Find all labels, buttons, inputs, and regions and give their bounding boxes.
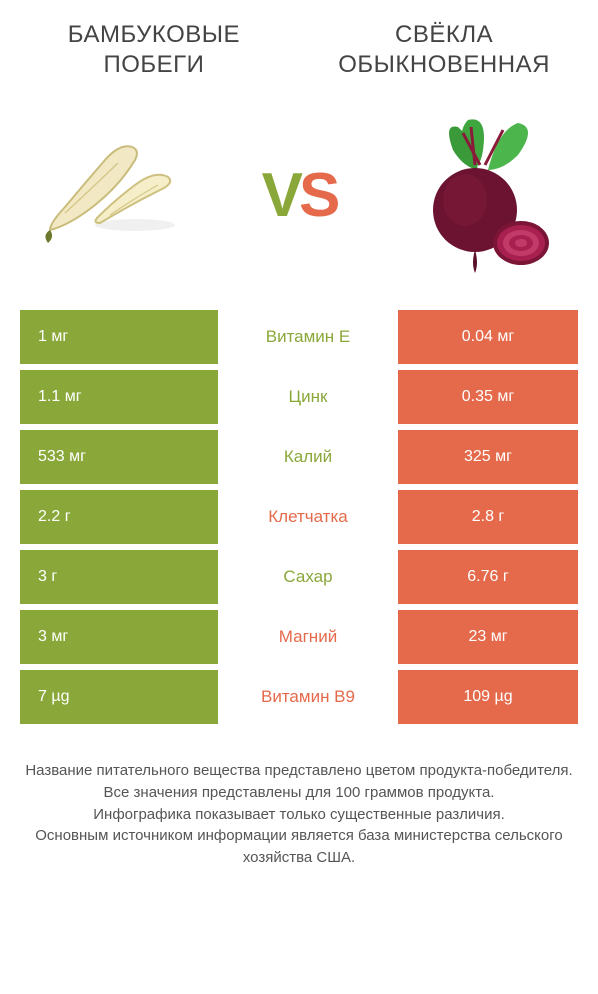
left-value-cell: 2.2 г — [20, 490, 218, 544]
footnote: Название питательного вещества представл… — [0, 730, 598, 869]
right-value-cell: 23 мг — [398, 610, 578, 664]
vs-label: VS — [262, 160, 337, 231]
left-value-cell: 533 мг — [20, 430, 218, 484]
right-value-cell: 6.76 г — [398, 550, 578, 604]
footnote-line: Все значения представлены для 100 граммо… — [20, 782, 578, 804]
bamboo-shoot-icon — [30, 110, 200, 280]
table-row: 1.1 мгЦинк0.35 мг — [20, 370, 578, 424]
nutrient-label-cell: Цинк — [218, 370, 398, 424]
vs-v-letter: V — [262, 160, 299, 231]
left-value-cell: 1 мг — [20, 310, 218, 364]
footnote-line: Название питательного вещества представл… — [20, 760, 578, 782]
left-value-cell: 3 г — [20, 550, 218, 604]
nutrient-label-cell: Витамин B9 — [218, 670, 398, 724]
header: БАМБУКОВЫЕ ПОБЕГИ СВЁКЛА ОБЫКНОВЕННАЯ — [0, 0, 598, 90]
right-value-cell: 109 µg — [398, 670, 578, 724]
nutrient-label-cell: Калий — [218, 430, 398, 484]
table-row: 533 мгКалий325 мг — [20, 430, 578, 484]
left-value-cell: 1.1 мг — [20, 370, 218, 424]
table-row: 1 мгВитамин E0.04 мг — [20, 310, 578, 364]
nutrient-label-cell: Витамин E — [218, 310, 398, 364]
table-row: 3 мгМагний23 мг — [20, 610, 578, 664]
footnote-line: Основным источником информации является … — [20, 825, 578, 869]
table-row: 2.2 гКлетчатка2.8 г — [20, 490, 578, 544]
nutrient-label-cell: Магний — [218, 610, 398, 664]
footnote-line: Инфографика показывает только существенн… — [20, 804, 578, 826]
vs-s-letter: S — [299, 160, 336, 231]
right-value-cell: 0.35 мг — [398, 370, 578, 424]
left-value-cell: 3 мг — [20, 610, 218, 664]
images-row: VS — [0, 90, 598, 310]
comparison-table: 1 мгВитамин E0.04 мг 1.1 мгЦинк0.35 мг 533… — [0, 310, 598, 724]
table-row: 7 µgВитамин B9109 µg — [20, 670, 578, 724]
nutrient-label-cell: Клетчатка — [218, 490, 398, 544]
left-value-cell: 7 µg — [20, 670, 218, 724]
right-value-cell: 2.8 г — [398, 490, 578, 544]
right-value-cell: 325 мг — [398, 430, 578, 484]
beet-icon — [398, 110, 568, 280]
nutrient-label-cell: Сахар — [218, 550, 398, 604]
left-product-title: БАМБУКОВЫЕ ПОБЕГИ — [20, 20, 288, 80]
right-product-title: СВЁКЛА ОБЫКНОВЕННАЯ — [310, 20, 578, 80]
right-value-cell: 0.04 мг — [398, 310, 578, 364]
table-row: 3 гСахар6.76 г — [20, 550, 578, 604]
